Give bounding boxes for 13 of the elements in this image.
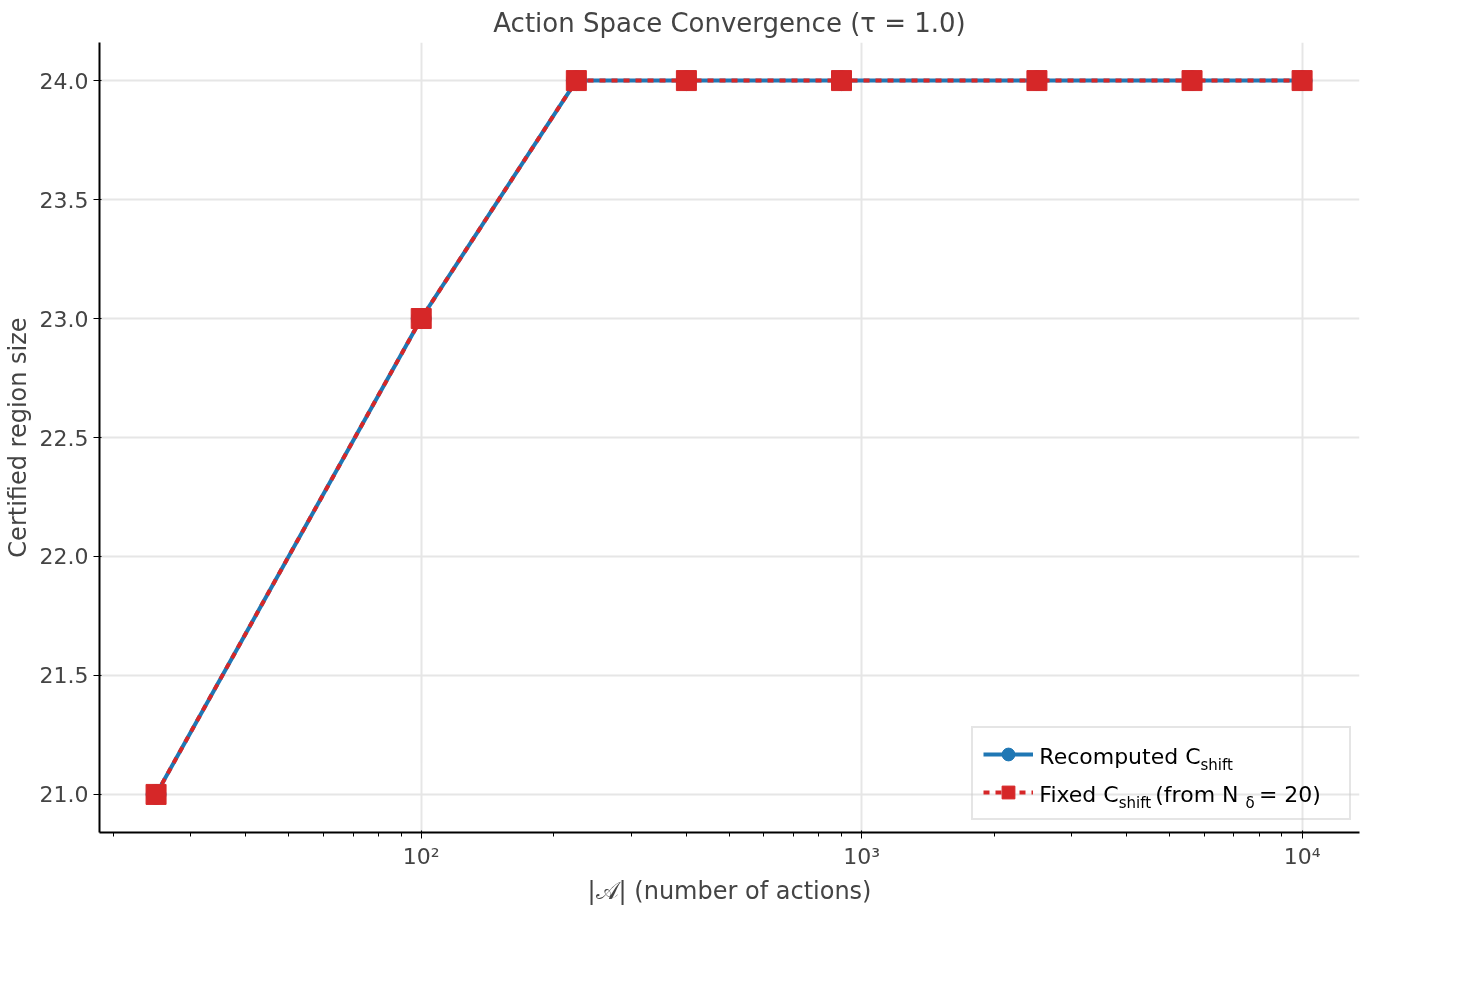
y-tick-label: 22.0: [39, 544, 89, 570]
x-tick-label: 10²: [402, 843, 440, 869]
x-tick-label: 10³: [843, 843, 881, 869]
y-tick-label: 23.5: [39, 187, 89, 213]
chart-title: Action Space Convergence (τ = 1.0): [493, 7, 966, 38]
y-tick-label: 23.0: [39, 306, 89, 332]
x-tick-label: 10⁴: [1283, 843, 1321, 869]
y-tick-label: 22.5: [39, 425, 89, 451]
y-axis-title: Certified region size: [3, 317, 32, 558]
y-tick-label: 24.0: [39, 68, 89, 94]
y-tick-label: 21.0: [39, 782, 89, 808]
x-axis-title: |𝒜| (number of actions): [587, 876, 872, 905]
y-tick-label: 21.5: [39, 663, 89, 689]
